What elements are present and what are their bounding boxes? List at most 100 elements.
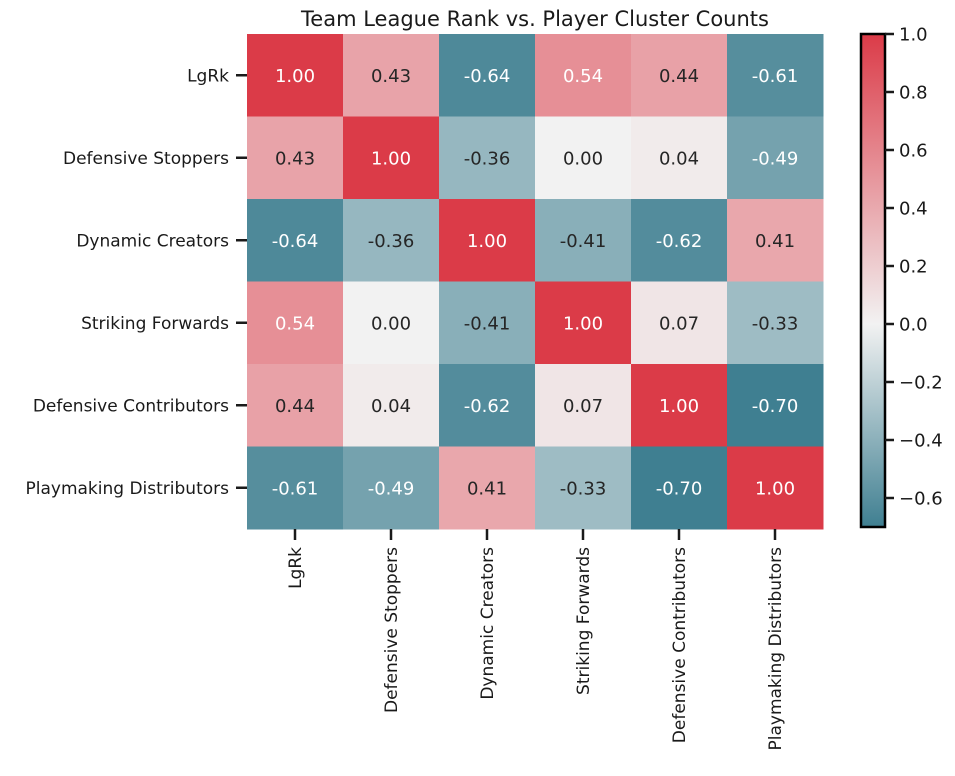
cell-value-r1-c3: 0.00 [563,148,603,169]
cell-value-r3-c4: 0.07 [659,313,699,334]
heatmap-cell-r3-c3 [535,281,632,365]
heatmap-cell-r1-c4 [631,116,728,200]
cell-value-r2-c1: -0.36 [368,231,415,252]
cell-value-r2-c2: 1.00 [467,231,507,252]
y-tick-label-1: Defensive Stoppers [63,149,229,169]
colorbar-tick-label-0: −0.6 [899,489,943,510]
heatmap-cell-r1-c5 [727,116,824,200]
y-tick-label-0: LgRk [187,66,229,86]
x-axis: LgRk Defensive Stoppers Dynamic Creators St… [286,529,786,751]
cell-value-r5-c2: 0.41 [467,478,507,499]
x-tick-label-1: Defensive Stoppers [382,547,402,713]
heatmap-cell-r3-c2 [439,281,536,365]
y-tick-label-5: Playmaking Distributors [26,479,230,499]
y-tick-label-3: Striking Forwards [81,314,229,334]
cell-value-r0-c2: -0.64 [464,66,511,87]
cell-value-r0-c4: 0.44 [659,66,699,87]
cell-value-r1-c5: -0.49 [752,148,799,169]
heatmap-cell-r5-c0 [247,446,344,530]
colorbar-tick-label-5: 0.4 [899,199,928,220]
heatmap-cell-r2-c0 [247,199,344,282]
cell-value-r5-c3: -0.33 [560,478,607,499]
colorbar-frame [859,32,887,529]
cell-value-r2-c4: -0.62 [656,231,703,252]
cell-value-r4-c4: 1.00 [659,396,699,417]
y-axis: LgRk Defensive Stoppers Dynamic Creators St… [26,66,247,499]
colorbar: −0.6 −0.4 −0.2 0.0 0.2 0.4 0.6 0.8 1.0 [859,25,943,529]
x-tick-label-3: Striking Forwards [574,547,594,695]
colorbar-gradient [861,34,885,527]
heatmap-cell-r5-c2 [439,446,536,530]
heatmap-cell-r3-c5 [727,281,824,365]
cell-value-r1-c1: 1.00 [371,148,411,169]
cell-value-r4-c2: -0.62 [464,396,511,417]
heatmap-cell-r3-c4 [631,281,728,365]
cell-value-r4-c3: 0.07 [563,396,603,417]
cell-value-r0-c1: 0.43 [371,66,411,87]
cell-value-r0-c3: 0.54 [563,66,603,87]
colorbar-tick-label-2: −0.2 [899,373,943,394]
heatmap-cell-r4-c5 [727,364,824,447]
cell-value-r0-c0: 1.00 [275,66,315,87]
x-tick-label-0: LgRk [286,547,306,589]
y-tick-label-4: Defensive Contributors [33,396,229,416]
heatmap-cell-r5-c5 [727,446,824,530]
heatmap-cell-r3-c1 [343,281,440,365]
heatmap-cell-r1-c1 [343,116,440,200]
chart-title: Team League Rank vs. Player Cluster Coun… [300,7,769,31]
colorbar-tick-label-8: 1.0 [899,25,928,46]
cell-value-r0-c5: -0.61 [752,66,799,87]
cell-value-r1-c4: 0.04 [659,148,699,169]
heatmap-cell-r4-c3 [535,364,632,447]
colorbar-tick-label-7: 0.8 [899,83,928,104]
cell-value-r4-c0: 0.44 [275,396,315,417]
cell-value-r3-c5: -0.33 [752,313,799,334]
colorbar-tick-label-1: −0.4 [899,431,943,452]
colorbar-tick-label-3: 0.0 [899,315,928,336]
cell-value-r2-c5: 0.41 [755,231,795,252]
cell-value-r1-c0: 0.43 [275,148,315,169]
heatmap-cell-r5-c4 [631,446,728,530]
cell-value-r3-c3: 1.00 [563,313,603,334]
heatmap-cell-r0-c2 [439,34,536,117]
heatmap-cell-r2-c3 [535,199,632,282]
heatmap-cell-r0-c4 [631,34,728,117]
heatmap-cell-labels: 1.00 0.43 -0.64 0.54 0.44 -0.61 0.43 1.00 -0.36 0… [272,66,799,500]
cell-value-r4-c1: 0.04 [371,396,411,417]
heatmap-cells [247,34,824,530]
colorbar-tick-label-6: 0.6 [899,141,928,162]
heatmap-cell-r2-c1 [343,199,440,282]
heatmap-cell-r4-c1 [343,364,440,447]
heatmap-cell-r5-c1 [343,446,440,530]
heatmap-cell-r2-c2 [439,199,536,282]
heatmap-cell-r0-c3 [535,34,632,117]
x-tick-label-2: Dynamic Creators [478,547,498,700]
heatmap-cell-r1-c2 [439,116,536,200]
cell-value-r2-c3: -0.41 [560,231,607,252]
cell-value-r3-c2: -0.41 [464,313,511,334]
colorbar-tick-label-4: 0.2 [899,257,928,278]
heatmap-cell-r4-c0 [247,364,344,447]
heatmap-cell-r0-c5 [727,34,824,117]
cell-value-r3-c0: 0.54 [275,313,315,334]
x-tick-label-5: Playmaking Distributors [766,547,786,751]
cell-value-r5-c0: -0.61 [272,478,319,499]
heatmap-cell-r2-c5 [727,199,824,282]
y-tick-label-2: Dynamic Creators [76,231,229,251]
cell-value-r3-c1: 0.00 [371,313,411,334]
heatmap-cell-r1-c0 [247,116,344,200]
cell-value-r1-c2: -0.36 [464,148,511,169]
cell-value-r2-c0: -0.64 [272,231,319,252]
cell-value-r5-c1: -0.49 [368,478,415,499]
cell-value-r5-c4: -0.70 [656,478,703,499]
heatmap-cell-r2-c4 [631,199,728,282]
heatmap-cell-r0-c0 [247,34,344,117]
heatmap-cell-r1-c3 [535,116,632,200]
x-tick-label-4: Defensive Contributors [670,547,690,743]
heatmap-cell-r3-c0 [247,281,344,365]
heatmap-cell-r4-c4 [631,364,728,447]
heatmap-cell-r0-c1 [343,34,440,117]
heatmap-cell-r4-c2 [439,364,536,447]
cell-value-r4-c5: -0.70 [752,396,799,417]
